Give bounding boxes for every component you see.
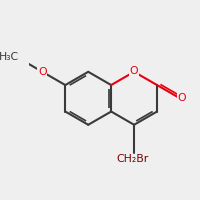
Text: CH₂Br: CH₂Br [116, 154, 149, 164]
Text: O: O [177, 93, 186, 103]
Text: O: O [38, 67, 47, 77]
Text: H₃C: H₃C [0, 52, 19, 62]
Text: O: O [130, 66, 138, 76]
